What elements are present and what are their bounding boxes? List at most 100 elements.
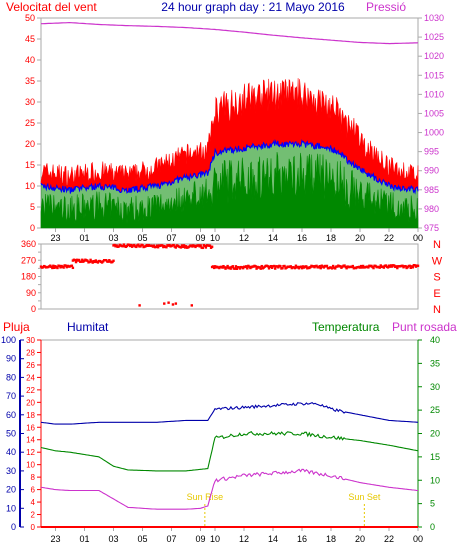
direction-point	[51, 266, 54, 270]
rain-y-tick-label: 28	[26, 348, 35, 357]
direction-point	[64, 264, 67, 267]
rain-y-tick-label: 8	[31, 473, 36, 482]
direction-point	[152, 244, 156, 247]
direction-point	[56, 266, 59, 270]
direction-point	[267, 267, 271, 270]
direction-point	[71, 266, 75, 270]
th-x-tick-label: 18	[326, 534, 336, 544]
wind-x-tick-label: 10	[210, 233, 220, 243]
direction-point	[396, 266, 399, 270]
direction-y-tick-label: 360	[21, 239, 36, 249]
wind-x-tick-label: 09	[195, 233, 205, 243]
direction-point	[108, 259, 111, 262]
th-x-tick-label: 07	[166, 534, 176, 544]
temp-y-tick-label: 15	[430, 452, 440, 462]
direction-point	[221, 266, 224, 269]
direction-point	[117, 245, 120, 248]
wind-y-tick-label: 50	[25, 13, 35, 23]
direction-point	[360, 266, 364, 269]
direction-point	[77, 258, 81, 262]
direction-point	[210, 245, 214, 248]
direction-point	[289, 265, 292, 268]
direction-point	[171, 303, 175, 306]
direction-point	[190, 304, 193, 307]
direction-point	[231, 265, 234, 268]
direction-point	[358, 266, 362, 269]
humidity-y-tick-label: 50	[6, 429, 16, 439]
direction-point	[96, 261, 100, 264]
direction-point	[281, 266, 284, 270]
direction-point	[401, 264, 404, 267]
direction-point	[259, 267, 262, 270]
pressure-label: Pressió	[366, 0, 406, 14]
direction-point	[122, 243, 126, 246]
humidity-label: Humitat	[67, 320, 109, 334]
direction-point	[223, 266, 226, 269]
pressure-y-tick-label: 1020	[424, 51, 444, 61]
direction-point	[174, 302, 178, 305]
direction-point	[359, 264, 363, 268]
direction-point	[258, 266, 261, 269]
th-x-tick-label: 10	[210, 534, 220, 544]
pressure-y-tick-label: 995	[424, 147, 439, 157]
rain-y-tick-label: 24	[26, 373, 35, 382]
pressure-y-tick-label: 975	[424, 223, 439, 233]
direction-point	[255, 267, 258, 270]
wind-x-tick-label: 18	[326, 233, 336, 243]
direction-point	[133, 243, 136, 247]
direction-point	[393, 264, 396, 267]
direction-y-tick-label: 90	[26, 288, 36, 298]
direction-point	[174, 246, 177, 249]
graph-title: 24 hour graph day : 21 Mayo 2016	[161, 0, 345, 14]
pressure-y-tick-label: 985	[424, 185, 439, 195]
direction-point	[270, 266, 274, 269]
wind-y-tick-label: 45	[25, 34, 35, 44]
direction-point	[141, 244, 144, 247]
direction-point	[93, 260, 96, 264]
direction-point	[81, 258, 84, 261]
wind-y-tick-label: 40	[25, 55, 35, 65]
direction-point	[179, 246, 183, 249]
direction-point	[248, 265, 251, 268]
th-x-tick-label: 14	[268, 534, 278, 544]
wind-x-tick-label: 03	[108, 233, 118, 243]
rain-y-tick-label: 14	[26, 436, 35, 445]
wind-speed-label: Velocitat del vent	[6, 0, 97, 14]
th-x-tick-label: 01	[79, 534, 89, 544]
dew-point-label: Punt rosada	[392, 320, 457, 334]
wind-y-tick-label: 30	[25, 97, 35, 107]
direction-point	[181, 245, 185, 248]
th-x-tick-label: 03	[108, 534, 118, 544]
humidity-y-tick-label: 40	[6, 447, 16, 457]
th-x-tick-label: 09	[195, 534, 205, 544]
direction-point	[283, 264, 286, 268]
direction-point	[299, 265, 303, 268]
direction-point	[297, 267, 301, 270]
direction-point	[115, 244, 118, 247]
direction-point	[138, 304, 141, 307]
direction-point	[319, 266, 322, 270]
direction-point	[168, 243, 171, 247]
direction-point	[344, 265, 347, 269]
direction-point	[382, 266, 386, 269]
direction-point	[404, 264, 407, 268]
pressure-y-tick-label: 1025	[424, 32, 444, 42]
direction-point	[161, 244, 164, 247]
wind-x-tick-label: 22	[384, 233, 394, 243]
rain-y-tick-label: 16	[26, 423, 35, 432]
pressure-series	[41, 21, 419, 45]
direction-point	[330, 267, 334, 270]
direction-point	[378, 266, 381, 269]
direction-point	[52, 264, 55, 267]
wind-y-tick-label: 15	[25, 160, 35, 170]
direction-point	[129, 243, 133, 247]
direction-point	[343, 264, 346, 267]
th-x-tick-label: 22	[384, 534, 394, 544]
direction-point	[112, 259, 115, 262]
direction-point	[334, 267, 337, 270]
direction-point	[367, 266, 370, 269]
compass-label: W	[432, 255, 443, 267]
direction-point	[204, 246, 208, 249]
direction-point	[293, 266, 297, 270]
